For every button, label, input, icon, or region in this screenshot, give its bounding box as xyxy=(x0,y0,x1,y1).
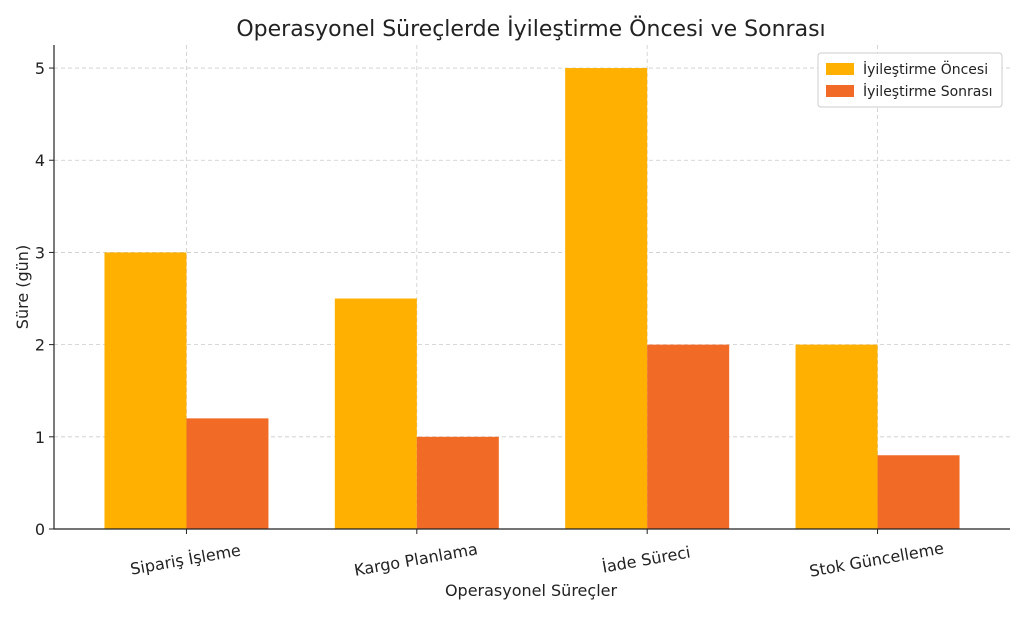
axis-layer xyxy=(53,45,1010,530)
bar-before-1 xyxy=(334,298,417,529)
bar-before-0 xyxy=(104,252,187,529)
bar-before-3 xyxy=(795,344,878,529)
y-tick-label: 3 xyxy=(35,243,45,262)
x-tick-label: Stok Güncelleme xyxy=(808,538,945,580)
y-axis-label: Süre (gün) xyxy=(13,245,32,329)
bar-layer xyxy=(104,68,960,530)
y-tick-label: 1 xyxy=(35,428,45,447)
legend-label: İyileştirme Sonrası xyxy=(863,82,993,100)
bar-after-1 xyxy=(416,436,499,529)
bar-before-2 xyxy=(565,68,648,530)
y-tick-label: 5 xyxy=(35,59,45,78)
bar-after-2 xyxy=(647,344,730,529)
x-axis-label: Operasyonel Süreçler xyxy=(445,581,618,600)
bar-after-3 xyxy=(877,455,960,529)
legend-swatch xyxy=(826,85,854,97)
x-tick-label: Kargo Planlama xyxy=(353,539,479,579)
legend-frame xyxy=(817,52,1003,108)
y-tick-label: 0 xyxy=(35,520,45,539)
legend-label: İyileştirme Öncesi xyxy=(863,60,988,78)
x-tick-label: Sipariş İşleme xyxy=(129,541,242,579)
bar-after-0 xyxy=(186,418,269,529)
y-tick-label: 4 xyxy=(35,151,45,170)
legend-swatch xyxy=(826,63,854,75)
y-tick-label: 2 xyxy=(35,336,45,355)
legend: İyileştirme Öncesi İyileştirme Sonrası xyxy=(817,52,1003,108)
chart-title: Operasyonel Süreçlerde İyileştirme Önces… xyxy=(236,16,825,42)
x-tick-label: İade Süreci xyxy=(601,542,692,576)
